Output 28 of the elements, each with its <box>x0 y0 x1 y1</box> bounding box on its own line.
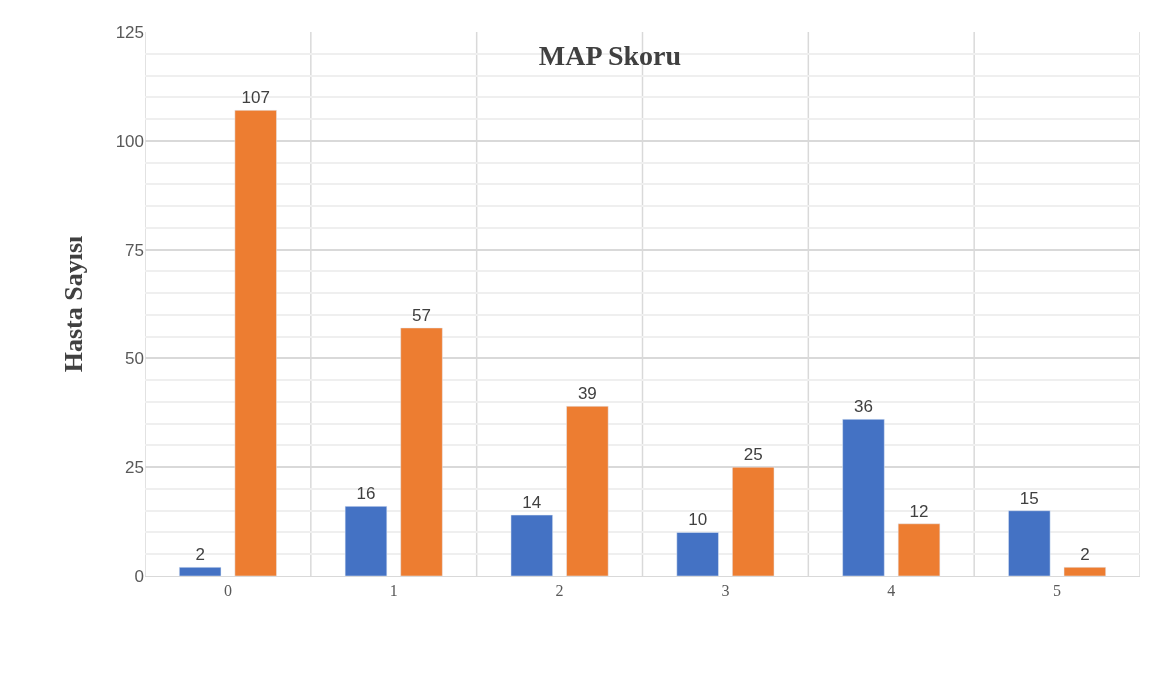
y-tick-label: 50 <box>125 349 144 369</box>
data-label: 15 <box>1019 488 1039 508</box>
data-label: 107 <box>241 88 270 108</box>
data-label: 39 <box>577 384 597 404</box>
y-tick-label: 100 <box>115 131 144 151</box>
data-label: 2 <box>195 545 205 565</box>
y-axis-title: Hasta Sayısı <box>59 235 89 373</box>
data-label: 2 <box>1080 545 1090 565</box>
data-label: 57 <box>412 305 431 325</box>
bar <box>179 567 222 576</box>
data-label: 14 <box>522 493 542 513</box>
y-tick-label: 25 <box>125 458 144 478</box>
bar <box>1063 567 1106 576</box>
data-label: 36 <box>854 397 873 417</box>
y-tick-label: 0 <box>134 566 144 586</box>
x-tick-label: 1 <box>389 582 398 600</box>
x-tick-label: 3 <box>721 582 730 600</box>
data-label: 10 <box>688 510 708 530</box>
x-tick-label: 4 <box>887 582 896 600</box>
data-label: 16 <box>356 484 376 504</box>
y-tick-label: 125 <box>115 22 144 42</box>
data-label: 12 <box>909 501 929 521</box>
x-tick-label: 2 <box>555 582 564 600</box>
x-tick-label: 5 <box>1053 582 1062 600</box>
y-tick-label: 75 <box>125 240 144 260</box>
data-label: 25 <box>743 445 763 465</box>
x-tick-label: 0 <box>223 582 232 600</box>
chart-title: MAP Skoru <box>538 40 682 72</box>
